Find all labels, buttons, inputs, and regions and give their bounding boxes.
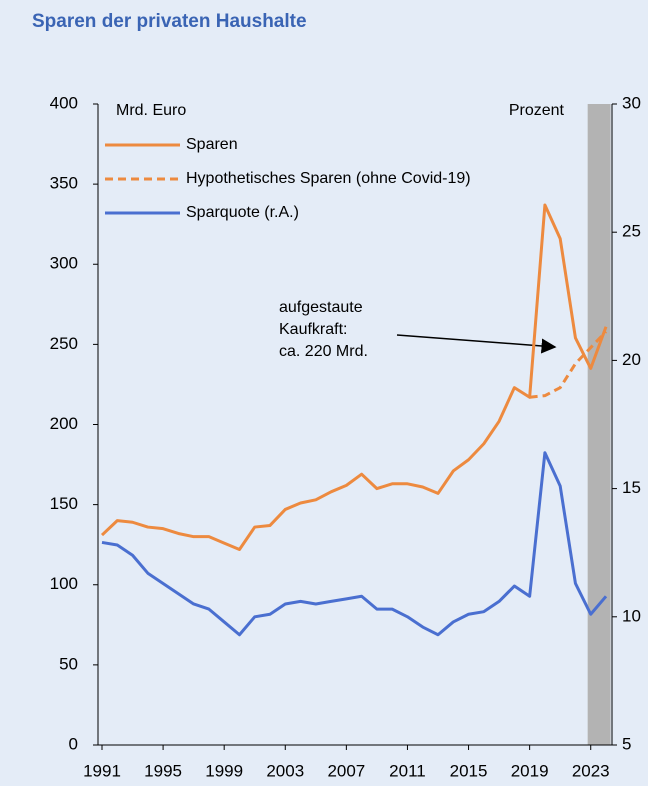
y2-axis-label: Prozent (509, 102, 565, 119)
x-tick-label: 1991 (83, 761, 121, 780)
x-tick-label: 2015 (450, 761, 488, 780)
y-tick-label: 100 (50, 574, 78, 593)
y2-tick-label: 25 (622, 222, 641, 241)
annotation: ca. 220 Mrd. (279, 343, 368, 360)
y2-tick-label: 10 (622, 606, 641, 625)
y2-tick-label: 20 (622, 350, 641, 369)
legend-label: Sparquote (r.A.) (186, 204, 299, 221)
series-line (529, 330, 608, 399)
x-tick-label: 1995 (144, 761, 182, 780)
legend-label: Hypothetisches Sparen (ohne Covid-19) (186, 170, 471, 187)
y-tick-label: 200 (50, 414, 78, 433)
x-tick-label: 2019 (511, 761, 549, 780)
annotation: aufgestaute (279, 299, 363, 316)
x-tick-label: 1999 (205, 761, 243, 780)
x-tick-label: 2011 (389, 761, 426, 780)
y-tick-label: 150 (50, 494, 78, 513)
legend-label: Sparen (186, 136, 238, 153)
forecast-band (587, 104, 611, 745)
x-tick-label: 2007 (327, 761, 365, 780)
y-tick-label: 250 (50, 334, 78, 353)
y-tick-label: 50 (59, 654, 78, 673)
y-axis-label: Mrd. Euro (116, 102, 186, 119)
y2-tick-label: 15 (622, 478, 641, 497)
annotation-arrow (396, 334, 557, 354)
y-tick-label: 400 (50, 93, 78, 112)
y-tick-label: 0 (69, 734, 78, 753)
annotation: Kaufkraft: (279, 321, 347, 338)
series-line (100, 203, 608, 551)
x-tick-label: 2023 (572, 761, 610, 780)
y2-tick-label: 5 (622, 734, 631, 753)
x-tick-label: 2003 (266, 761, 304, 780)
y-tick-label: 350 (50, 174, 78, 193)
y-tick-label: 300 (50, 254, 78, 273)
chart-title: Sparen der privaten Haushalte (32, 11, 307, 32)
series-line (101, 451, 608, 637)
y2-tick-label: 30 (622, 93, 641, 112)
